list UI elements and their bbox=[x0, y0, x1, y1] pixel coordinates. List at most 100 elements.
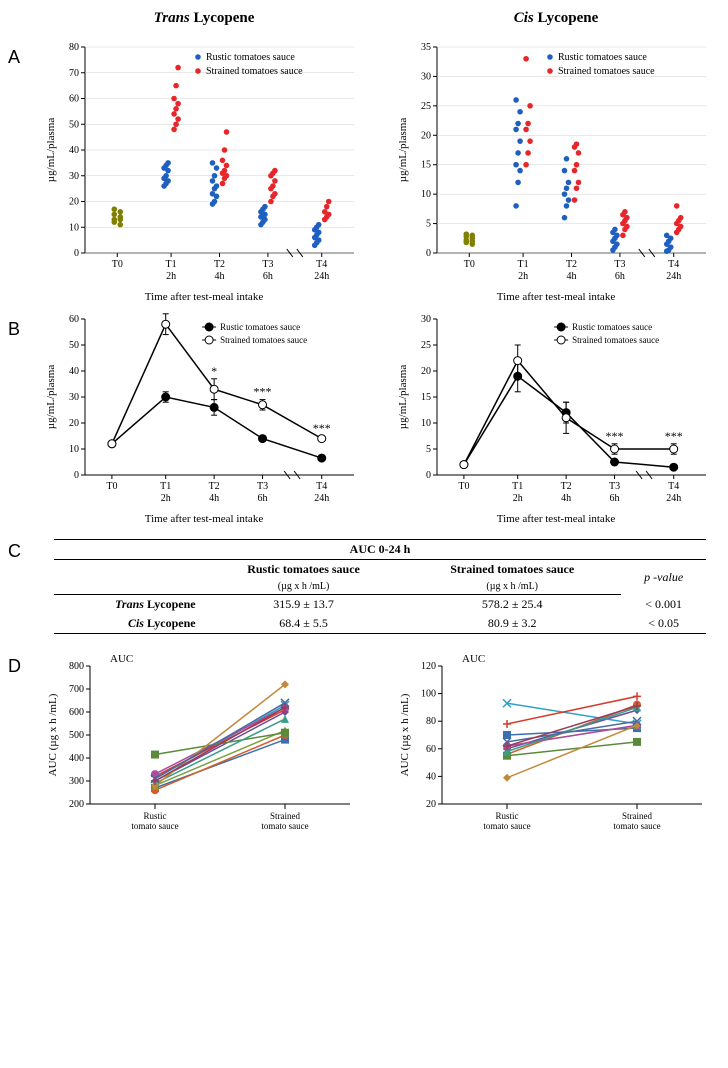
svg-text:4h: 4h bbox=[561, 493, 571, 504]
panel-label-c: C bbox=[8, 533, 28, 562]
svg-text:***: *** bbox=[254, 385, 272, 399]
svg-text:***: *** bbox=[665, 429, 683, 443]
svg-text:4h: 4h bbox=[209, 493, 219, 504]
svg-text:Rustic: Rustic bbox=[143, 811, 166, 821]
svg-text:T1: T1 bbox=[512, 481, 523, 492]
svg-text:Rustic tomatoes sauce: Rustic tomatoes sauce bbox=[558, 52, 647, 63]
svg-text:60: 60 bbox=[69, 94, 79, 105]
svg-text:24h: 24h bbox=[666, 271, 681, 282]
svg-text:2h: 2h bbox=[166, 271, 176, 282]
svg-text:0: 0 bbox=[426, 248, 431, 259]
svg-text:35: 35 bbox=[421, 42, 431, 53]
svg-text:tomato sauce: tomato sauce bbox=[261, 821, 308, 831]
auc-header: AUC 0-24 h bbox=[54, 540, 707, 560]
unit-2: (µg x h /mL) bbox=[403, 579, 620, 595]
svg-text:24h: 24h bbox=[666, 493, 681, 504]
svg-text:AUC (µg x h /mL): AUC (µg x h /mL) bbox=[47, 693, 59, 776]
x-label-b-left: Time after test-meal intake bbox=[40, 513, 368, 525]
svg-text:T0: T0 bbox=[464, 259, 475, 270]
svg-text:T4: T4 bbox=[668, 259, 679, 270]
svg-text:tomato sauce: tomato sauce bbox=[131, 821, 178, 831]
svg-text:*: * bbox=[211, 364, 217, 378]
svg-text:T3: T3 bbox=[609, 481, 620, 492]
subjects-cis-d: 20406080100120AUCRustictomato sauceStrai… bbox=[392, 648, 712, 838]
svg-text:5: 5 bbox=[426, 444, 431, 455]
svg-text:6h: 6h bbox=[610, 493, 620, 504]
svg-text:200: 200 bbox=[69, 799, 84, 810]
svg-text:10: 10 bbox=[69, 444, 79, 455]
scatter-trans-a: 01020304050607080T0T12hT24hT36hT424hµg/m… bbox=[40, 39, 360, 289]
svg-text:2h: 2h bbox=[513, 493, 523, 504]
svg-text:40: 40 bbox=[69, 366, 79, 377]
svg-text:50: 50 bbox=[69, 340, 79, 351]
svg-text:20: 20 bbox=[69, 197, 79, 208]
svg-text:4h: 4h bbox=[567, 271, 577, 282]
svg-text:20: 20 bbox=[426, 799, 436, 810]
svg-text:T2: T2 bbox=[566, 259, 577, 270]
col-strained: Strained tomatoes sauce bbox=[403, 560, 620, 580]
svg-text:300: 300 bbox=[69, 776, 84, 787]
svg-text:tomato sauce: tomato sauce bbox=[483, 821, 530, 831]
svg-text:T1: T1 bbox=[166, 259, 177, 270]
svg-text:700: 700 bbox=[69, 684, 84, 695]
svg-text:µg/mL/plasma: µg/mL/plasma bbox=[45, 365, 57, 430]
svg-text:600: 600 bbox=[69, 707, 84, 718]
svg-text:25: 25 bbox=[421, 101, 431, 112]
svg-text:15: 15 bbox=[421, 392, 431, 403]
svg-text:Strained: Strained bbox=[622, 811, 652, 821]
trans-p: < 0.001 bbox=[621, 595, 706, 615]
svg-text:80: 80 bbox=[69, 42, 79, 53]
svg-text:Rustic tomatoes sauce: Rustic tomatoes sauce bbox=[572, 322, 652, 332]
svg-text:µg/mL/plasma: µg/mL/plasma bbox=[45, 118, 57, 183]
line-trans-b: 0102030405060T0T12hT24hT36hT424hµg/mL/pl… bbox=[40, 311, 360, 511]
svg-text:6h: 6h bbox=[263, 271, 273, 282]
svg-text:Rustic tomatoes sauce: Rustic tomatoes sauce bbox=[220, 322, 300, 332]
svg-text:AUC: AUC bbox=[110, 653, 133, 665]
svg-text:500: 500 bbox=[69, 730, 84, 741]
svg-text:Strained: Strained bbox=[270, 811, 300, 821]
svg-text:T4: T4 bbox=[668, 481, 679, 492]
svg-text:6h: 6h bbox=[258, 493, 268, 504]
svg-text:25: 25 bbox=[421, 340, 431, 351]
svg-text:T3: T3 bbox=[262, 259, 273, 270]
x-label-a-right: Time after test-meal intake bbox=[392, 291, 720, 303]
svg-text:T0: T0 bbox=[106, 481, 117, 492]
x-label-b-right: Time after test-meal intake bbox=[392, 513, 720, 525]
svg-text:800: 800 bbox=[69, 661, 84, 672]
svg-text:***: *** bbox=[606, 429, 624, 443]
svg-text:70: 70 bbox=[69, 68, 79, 79]
svg-text:400: 400 bbox=[69, 753, 84, 764]
svg-text:30: 30 bbox=[69, 171, 79, 182]
svg-text:tomato sauce: tomato sauce bbox=[613, 821, 660, 831]
svg-text:2h: 2h bbox=[518, 271, 528, 282]
line-cis-b: 051015202530T0T12hT24hT36hT424hµg/mL/pla… bbox=[392, 311, 712, 511]
svg-text:24h: 24h bbox=[314, 493, 329, 504]
svg-text:10: 10 bbox=[421, 189, 431, 200]
row-trans: Trans Lycopene bbox=[54, 595, 204, 615]
svg-text:T1: T1 bbox=[160, 481, 171, 492]
svg-text:20: 20 bbox=[421, 130, 431, 141]
svg-text:***: *** bbox=[313, 421, 331, 435]
cis-strained: 80.9 ± 3.2 bbox=[403, 614, 620, 634]
svg-text:AUC: AUC bbox=[462, 653, 485, 665]
trans-strained: 578.2 ± 25.4 bbox=[403, 595, 620, 615]
svg-text:40: 40 bbox=[426, 771, 436, 782]
trans-rustic: 315.9 ± 13.7 bbox=[204, 595, 404, 615]
svg-text:µg/mL/plasma: µg/mL/plasma bbox=[397, 365, 409, 430]
svg-text:10: 10 bbox=[69, 222, 79, 233]
col-pvalue: p -value bbox=[621, 560, 706, 595]
svg-text:60: 60 bbox=[69, 314, 79, 325]
title-trans: Trans Lycopene bbox=[154, 10, 255, 26]
svg-text:T4: T4 bbox=[316, 481, 327, 492]
auc-table: AUC 0-24 h Rustic tomatoes sauce Straine… bbox=[54, 539, 707, 634]
svg-text:Strained tomatoes sauce: Strained tomatoes sauce bbox=[572, 335, 659, 345]
svg-text:40: 40 bbox=[69, 145, 79, 156]
svg-text:Strained tomatoes sauce: Strained tomatoes sauce bbox=[220, 335, 307, 345]
svg-text:30: 30 bbox=[69, 392, 79, 403]
svg-text:T4: T4 bbox=[316, 259, 327, 270]
unit-1: (µg x h /mL) bbox=[204, 579, 404, 595]
panel-label-b: B bbox=[8, 311, 28, 340]
svg-text:120: 120 bbox=[421, 661, 436, 672]
svg-text:20: 20 bbox=[421, 366, 431, 377]
svg-text:80: 80 bbox=[426, 716, 436, 727]
